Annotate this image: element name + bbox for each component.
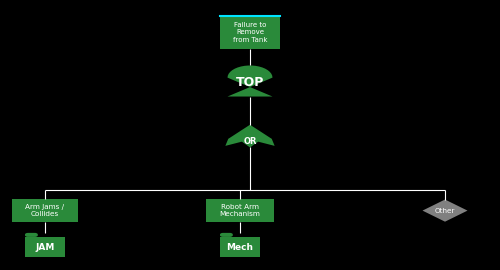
Text: Failure to
Remove
from Tank: Failure to Remove from Tank [233,22,267,43]
Text: JAM: JAM [36,242,54,252]
FancyBboxPatch shape [220,233,233,237]
Text: Arm Jams /
Collides: Arm Jams / Collides [26,204,64,217]
Text: OR: OR [243,137,257,146]
Polygon shape [226,125,274,147]
FancyBboxPatch shape [25,237,65,257]
FancyBboxPatch shape [220,16,280,49]
FancyBboxPatch shape [12,199,78,222]
Polygon shape [422,200,468,222]
FancyBboxPatch shape [206,199,274,222]
FancyBboxPatch shape [220,237,260,257]
Text: Other: Other [435,208,455,214]
Text: Robot Arm
Mechanism: Robot Arm Mechanism [220,204,260,217]
FancyBboxPatch shape [25,233,38,237]
Polygon shape [228,66,272,97]
Text: Mech: Mech [226,242,254,252]
Text: TOP: TOP [236,76,264,89]
